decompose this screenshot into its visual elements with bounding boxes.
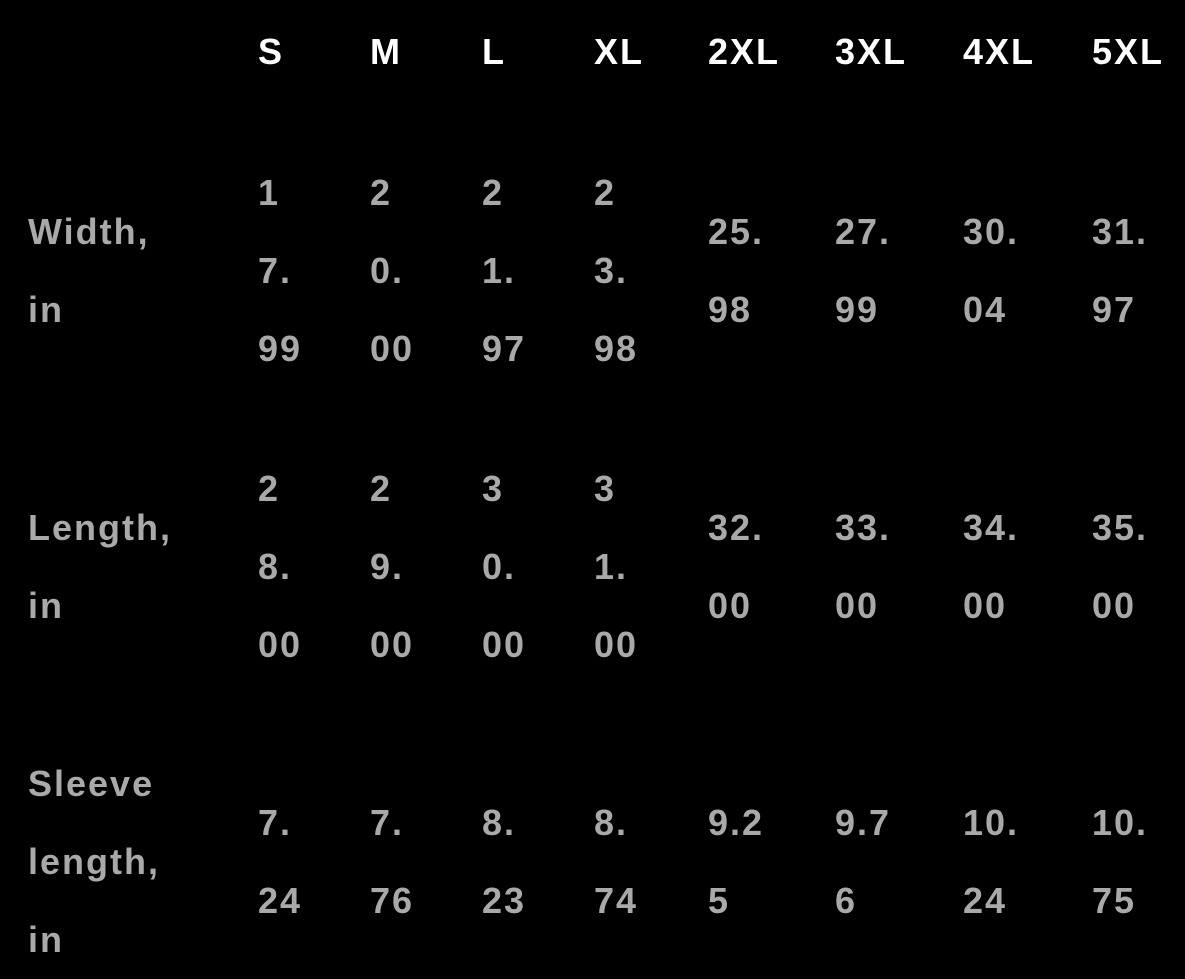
size-header: S (258, 20, 308, 84)
measurement-cell-text: 32.00 (708, 507, 765, 626)
measurement-cell: 8.23 (482, 745, 532, 979)
size-header-text: S (258, 31, 285, 72)
measurement-cell-text: 34.00 (963, 507, 1020, 626)
measurement-cell: 10.24 (963, 745, 1038, 979)
measurement-cell-text: 20.00 (370, 172, 415, 369)
measurement-cell: 9.76 (835, 745, 910, 979)
measurement-cell-text: 31.97 (1092, 211, 1149, 330)
measurement-cell: 32.00 (708, 450, 783, 684)
measurement-cell: 9.25 (708, 745, 783, 979)
size-header: L (482, 20, 532, 84)
size-header-text: XL (594, 31, 645, 72)
table-row: Width, in 17.99 20.00 21.97 23.98 25.98 27.99 3… (0, 154, 1185, 388)
measurement-cell-text: 23.98 (594, 172, 639, 369)
measurement-cell-text: 7.24 (258, 802, 303, 921)
measurement-cell: 23.98 (594, 154, 644, 388)
row-label-text: Width, in (28, 211, 150, 330)
size-header: 3XL (835, 20, 910, 84)
measurement-cell-text: 8.23 (482, 802, 527, 921)
size-header-text: 2XL (708, 31, 781, 72)
measurement-cell-text: 17.99 (258, 172, 303, 369)
measurement-cell: 33.00 (835, 450, 910, 684)
measurement-cell: 21.97 (482, 154, 532, 388)
measurement-cell-text: 9.25 (708, 802, 765, 921)
row-label-text: Sleeve length, in (28, 763, 160, 960)
size-header: 5XL (1092, 20, 1167, 84)
measurement-cell-text: 8.74 (594, 802, 639, 921)
measurement-cell-text: 9.76 (835, 802, 892, 921)
measurement-cell-text: 27.99 (835, 211, 892, 330)
measurement-cell: 7.76 (370, 745, 420, 979)
row-label: Sleeve length, in (28, 745, 188, 979)
size-header: 2XL (708, 20, 783, 84)
measurement-cell: 30.00 (482, 450, 532, 684)
row-label: Length, in (28, 450, 188, 684)
size-header-text: L (482, 31, 506, 72)
size-header: 4XL (963, 20, 1038, 84)
measurement-cell-text: 33.00 (835, 507, 892, 626)
measurement-cell: 35.00 (1092, 450, 1167, 684)
measurement-cell: 27.99 (835, 154, 910, 388)
measurement-cell-text: 21.97 (482, 172, 527, 369)
measurement-cell-text: 10.24 (963, 802, 1020, 921)
measurement-cell: 20.00 (370, 154, 420, 388)
size-header-text: 4XL (963, 31, 1036, 72)
size-header-text: 3XL (835, 31, 908, 72)
measurement-cell: 31.00 (594, 450, 644, 684)
measurement-cell: 8.74 (594, 745, 644, 979)
header-row: S M L XL 2XL 3XL 4XL 5XL (0, 20, 1185, 84)
measurement-cell: 34.00 (963, 450, 1038, 684)
measurement-cell-text: 31.00 (594, 468, 639, 665)
measurement-cell-text: 30.04 (963, 211, 1020, 330)
measurement-cell-text: 30.00 (482, 468, 527, 665)
measurement-cell: 30.04 (963, 154, 1038, 388)
measurement-cell: 25.98 (708, 154, 783, 388)
table-row: Sleeve length, in 7.24 7.76 8.23 8.74 9.25 9.7… (0, 745, 1185, 979)
measurement-cell: 10.75 (1092, 745, 1167, 979)
measurement-cell-text: 29.00 (370, 468, 415, 665)
measurement-cell: 29.00 (370, 450, 420, 684)
measurement-cell-text: 7.76 (370, 802, 415, 921)
size-header: M (370, 20, 420, 84)
measurement-cell: 28.00 (258, 450, 308, 684)
measurement-cell-text: 35.00 (1092, 507, 1149, 626)
table-row: Length, in 28.00 29.00 30.00 31.00 32.00 33.00… (0, 450, 1185, 684)
measurement-cell-text: 10.75 (1092, 802, 1149, 921)
row-label: Width, in (28, 154, 188, 388)
measurement-cell-text: 25.98 (708, 211, 765, 330)
size-header: XL (594, 20, 644, 84)
measurement-cell: 31.97 (1092, 154, 1167, 388)
row-label-text: Length, in (28, 507, 172, 626)
size-header-text: M (370, 31, 402, 72)
size-header-text: 5XL (1092, 31, 1165, 72)
measurement-cell: 17.99 (258, 154, 308, 388)
measurement-cell: 7.24 (258, 745, 308, 979)
measurement-cell-text: 28.00 (258, 468, 303, 665)
